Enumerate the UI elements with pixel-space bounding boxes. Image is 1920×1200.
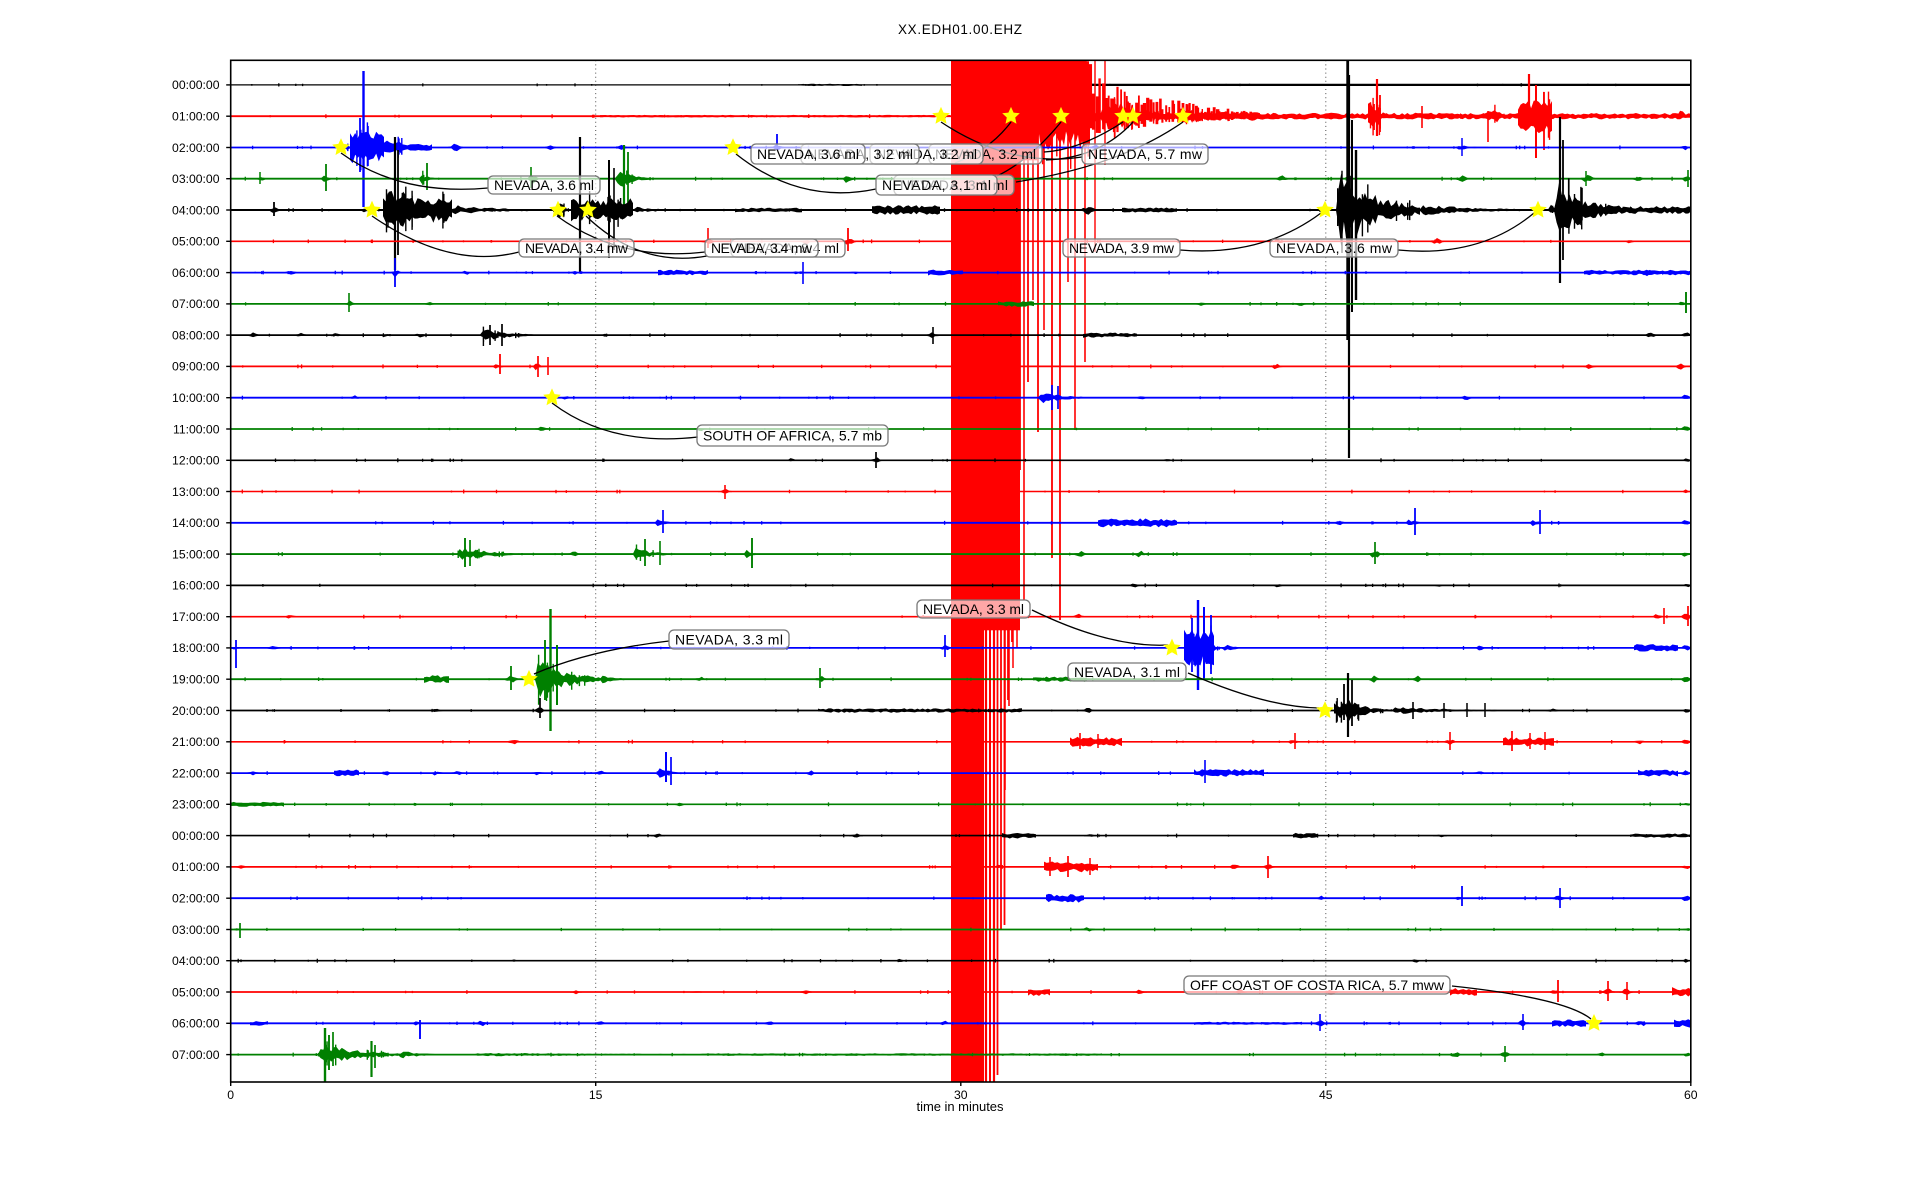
svg-text:05:00:00: 05:00:00 [172, 985, 220, 999]
svg-text:0: 0 [227, 1088, 234, 1102]
svg-text:NEVADA, 5.7 mw: NEVADA, 5.7 mw [1088, 146, 1203, 162]
svg-text:15:00:00: 15:00:00 [172, 547, 220, 561]
svg-text:08:00:00: 08:00:00 [172, 328, 220, 342]
svg-text:13:00:00: 13:00:00 [172, 485, 220, 499]
svg-text:NEVADA, 3.3 ml: NEVADA, 3.3 ml [675, 631, 783, 647]
svg-text:00:00:00: 00:00:00 [172, 829, 220, 843]
svg-text:06:00:00: 06:00:00 [172, 266, 220, 280]
svg-text:NEVADA, 3.1 ml: NEVADA, 3.1 ml [1074, 664, 1180, 680]
svg-text:12:00:00: 12:00:00 [172, 454, 220, 468]
svg-text:SOUTH OF AFRICA, 5.7 mb: SOUTH OF AFRICA, 5.7 mb [703, 427, 882, 443]
svg-text:NEVADA, 3.3 ml: NEVADA, 3.3 ml [923, 601, 1024, 617]
svg-text:20:00:00: 20:00:00 [172, 704, 220, 718]
svg-text:21:00:00: 21:00:00 [172, 735, 220, 749]
svg-text:time in minutes: time in minutes [917, 1099, 1005, 1114]
svg-text:45: 45 [1319, 1088, 1333, 1102]
svg-text:00:00:00: 00:00:00 [172, 78, 220, 92]
svg-text:02:00:00: 02:00:00 [172, 141, 220, 155]
svg-text:19:00:00: 19:00:00 [172, 673, 220, 687]
svg-text:60: 60 [1684, 1088, 1698, 1102]
svg-text:11:00:00: 11:00:00 [173, 422, 220, 436]
svg-text:22:00:00: 22:00:00 [172, 766, 220, 780]
svg-text:16:00:00: 16:00:00 [172, 579, 220, 593]
svg-text:07:00:00: 07:00:00 [172, 1048, 220, 1062]
svg-text:NEVADA, 3.4 mw: NEVADA, 3.4 mw [525, 240, 629, 256]
svg-text:NEVADA, 3.1 ml: NEVADA, 3.1 ml [882, 177, 991, 193]
svg-text:14:00:00: 14:00:00 [172, 516, 220, 530]
svg-text:NEVADA, 3.6 ml: NEVADA, 3.6 ml [494, 177, 594, 193]
svg-text:03:00:00: 03:00:00 [172, 923, 220, 937]
svg-text:NEVADA, 3.9 mw: NEVADA, 3.9 mw [1069, 240, 1175, 256]
svg-text:09:00:00: 09:00:00 [172, 360, 220, 374]
svg-text:04:00:00: 04:00:00 [172, 203, 220, 217]
svg-text:07:00:00: 07:00:00 [172, 297, 220, 311]
svg-text:04:00:00: 04:00:00 [172, 954, 220, 968]
svg-text:XX.EDH01.00.EHZ: XX.EDH01.00.EHZ [898, 22, 1022, 37]
svg-text:02:00:00: 02:00:00 [172, 892, 220, 906]
svg-text:10:00:00: 10:00:00 [172, 391, 220, 405]
svg-text:NEVADA, 3.4 mw: NEVADA, 3.4 mw [711, 240, 813, 256]
svg-text:30: 30 [954, 1088, 968, 1102]
svg-text:NEVADA, 3.6 mw: NEVADA, 3.6 mw [1276, 240, 1393, 256]
svg-text:17:00:00: 17:00:00 [172, 610, 220, 624]
svg-text:NEVADA, 3.6 ml: NEVADA, 3.6 ml [757, 146, 859, 162]
svg-text:23:00:00: 23:00:00 [172, 798, 220, 812]
svg-text:OFF COAST OF COSTA RICA, 5.7 m: OFF COAST OF COSTA RICA, 5.7 mww [1190, 977, 1445, 993]
svg-text:01:00:00: 01:00:00 [172, 860, 220, 874]
svg-text:01:00:00: 01:00:00 [172, 110, 220, 124]
svg-text:06:00:00: 06:00:00 [172, 1017, 220, 1031]
svg-text:18:00:00: 18:00:00 [172, 641, 220, 655]
svg-text:15: 15 [589, 1088, 603, 1102]
svg-text:03:00:00: 03:00:00 [172, 172, 220, 186]
svg-text:05:00:00: 05:00:00 [172, 235, 220, 249]
